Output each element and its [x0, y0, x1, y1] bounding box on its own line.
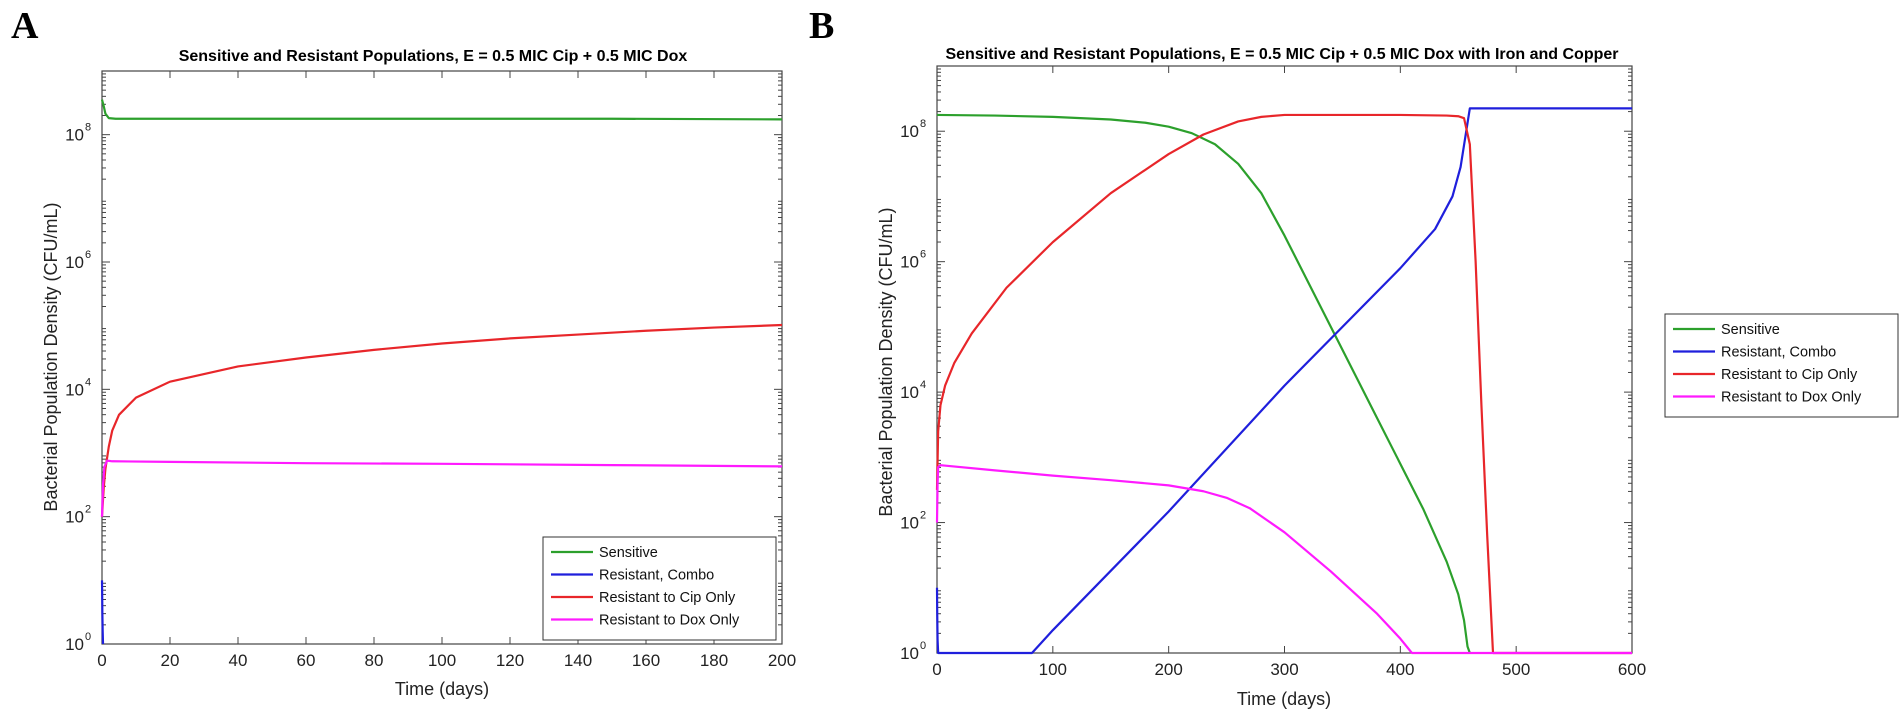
x-axis-label-a: Time (days) — [395, 679, 489, 699]
y-tick-exponent: 8 — [85, 122, 91, 134]
x-tick-label: 160 — [632, 651, 660, 670]
x-tick-label: 120 — [496, 651, 524, 670]
series-line-resistant-to-cip-only-b — [935, 113, 1632, 655]
y-tick-label: 10 — [65, 126, 84, 145]
chart-title-b: Sensitive and Resistant Populations, E =… — [945, 46, 1618, 63]
legend-entry: Resistant to Cip Only — [1721, 367, 1858, 383]
x-tick-label: 20 — [161, 651, 180, 670]
series-line-resistant-to-cip-only-a — [100, 323, 783, 517]
y-tick-exponent: 0 — [920, 640, 926, 652]
chart-panel-a: A Sensitive and Resistant Populations, E… — [11, 5, 796, 699]
y-tick-label: 10 — [65, 635, 84, 654]
legend-box — [1664, 313, 1899, 418]
x-tick-label: 100 — [1039, 660, 1067, 679]
y-tick-label: 10 — [900, 253, 919, 272]
chart-title-a: Sensitive and Resistant Populations, E =… — [179, 48, 688, 65]
y-tick-label: 10 — [900, 122, 919, 141]
legend-entry: Sensitive — [599, 545, 658, 561]
x-tick-label: 200 — [1154, 660, 1182, 679]
x-tick-label: 200 — [768, 651, 796, 670]
series-line-resistant-combo-b — [935, 107, 1632, 655]
y-tick-exponent: 4 — [85, 376, 91, 388]
legend-entry: Sensitive — [1721, 322, 1780, 338]
y-tick-label: 10 — [900, 514, 919, 533]
x-tick-label: 40 — [229, 651, 248, 670]
series-line-resistant-to-dox-only-a — [100, 459, 783, 517]
y-tick-exponent: 6 — [85, 249, 91, 261]
legend-a: Sensitive Resistant, Combo Resistant to Ci… — [542, 536, 777, 641]
legend-entry: Resistant to Cip Only — [599, 590, 736, 606]
x-tick-label: 140 — [564, 651, 592, 670]
series-line-resistant-to-dox-only-b — [935, 464, 1632, 655]
x-tick-label: 60 — [297, 651, 316, 670]
y-tick-exponent: 0 — [85, 631, 91, 643]
series-line-sensitive-b — [936, 113, 1471, 654]
chart-panel-b: B Sensitive and Resistant Populations, E… — [809, 5, 1899, 709]
legend-entry: Resistant to Dox Only — [599, 613, 740, 629]
y-tick-label: 10 — [65, 253, 84, 272]
y-tick-exponent: 6 — [920, 249, 926, 261]
panel-label-b: B — [809, 5, 834, 47]
x-tick-label: 100 — [428, 651, 456, 670]
series-group-a — [100, 99, 783, 645]
y-tick-exponent: 2 — [920, 510, 926, 522]
y-tick-label: 10 — [65, 508, 84, 527]
x-tick-label: 80 — [365, 651, 384, 670]
series-line-sensitive-a — [100, 99, 783, 121]
x-tick-label: 0 — [97, 651, 106, 670]
x-tick-label: 400 — [1386, 660, 1414, 679]
legend-entry: Resistant to Dox Only — [1721, 390, 1862, 406]
y-tick-exponent: 2 — [85, 504, 91, 516]
y-axis-label-a: Bacterial Population Density (CFU/mL) — [41, 202, 61, 511]
x-tick-label: 180 — [700, 651, 728, 670]
legend-b: Sensitive Resistant, Combo Resistant to Ci… — [1664, 313, 1899, 418]
x-axis-label-b: Time (days) — [1237, 689, 1331, 709]
series-line-resistant-combo-a — [100, 580, 105, 645]
series-group-b — [935, 107, 1632, 655]
y-tick-exponent: 4 — [920, 379, 926, 391]
x-tick-label: 500 — [1502, 660, 1530, 679]
panel-label-a: A — [11, 5, 39, 47]
y-tick-exponent: 8 — [920, 118, 926, 130]
y-tick-label: 10 — [900, 644, 919, 663]
plot-area-b — [936, 65, 1633, 654]
y-axis-label-b: Bacterial Population Density (CFU/mL) — [876, 207, 896, 516]
x-tick-label: 300 — [1270, 660, 1298, 679]
legend-entry: Resistant, Combo — [599, 568, 714, 584]
legend-entry: Resistant, Combo — [1721, 345, 1836, 361]
y-tick-label: 10 — [900, 383, 919, 402]
x-tick-label: 0 — [932, 660, 941, 679]
y-tick-label: 10 — [65, 380, 84, 399]
legend-box — [542, 536, 777, 641]
x-tick-label: 600 — [1618, 660, 1646, 679]
